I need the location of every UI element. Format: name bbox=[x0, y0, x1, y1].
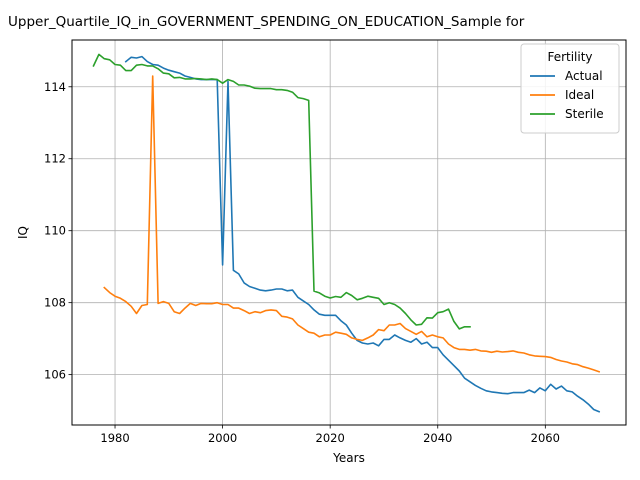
chart-title: Upper_Quartile_IQ_in_GOVERNMENT_SPENDING… bbox=[8, 14, 525, 30]
legend-label-ideal: Ideal bbox=[565, 88, 594, 102]
legend: Fertility Actual Ideal Sterile bbox=[520, 43, 620, 134]
x-tick-label: 2060 bbox=[531, 431, 560, 445]
y-tick-label: 108 bbox=[44, 296, 66, 310]
x-tick-label: 2040 bbox=[423, 431, 452, 445]
series-line-sterile bbox=[92, 53, 471, 330]
y-axis: 106 108 110 112 114 bbox=[44, 80, 72, 382]
x-tick-label: 2020 bbox=[316, 431, 345, 445]
legend-label-actual: Actual bbox=[565, 69, 603, 83]
plot-frame bbox=[71, 39, 627, 426]
y-axis-label: IQ bbox=[16, 226, 30, 239]
series-lines bbox=[92, 53, 601, 413]
y-tick-label: 112 bbox=[44, 152, 66, 166]
legend-box bbox=[520, 43, 620, 134]
y-tick-label: 114 bbox=[44, 80, 66, 94]
series-line-ideal bbox=[103, 75, 601, 373]
legend-title: Fertility bbox=[547, 50, 592, 64]
x-tick-label: 1980 bbox=[100, 431, 129, 445]
y-tick-label: 110 bbox=[44, 224, 66, 238]
legend-label-sterile: Sterile bbox=[565, 107, 604, 121]
x-axis: 1980 2000 2020 2040 2060 bbox=[100, 425, 560, 445]
y-tick-label: 106 bbox=[44, 368, 66, 382]
x-axis-label: Years bbox=[332, 451, 365, 465]
x-tick-label: 2000 bbox=[208, 431, 237, 445]
